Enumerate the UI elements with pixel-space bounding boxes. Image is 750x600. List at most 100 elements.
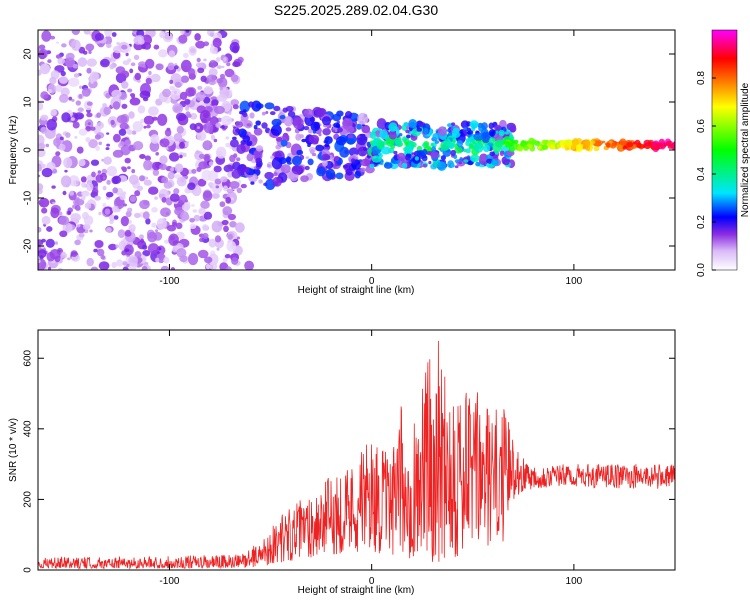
spectrogram-cell [239, 100, 250, 113]
spectrogram-cell [378, 128, 382, 132]
spectrogram-cell [261, 122, 268, 129]
spectrogram-cell [166, 224, 177, 232]
spectrogram-cell [296, 149, 304, 156]
spectrogram-cell [128, 111, 135, 119]
spectrogram-cell [459, 157, 464, 162]
spectrogram-cell [185, 106, 190, 111]
spectrogram-cell [137, 185, 143, 191]
colorbar-tick-label: 0.2 [696, 215, 707, 229]
spectrogram-cell [345, 111, 353, 119]
spectrogram-cell [229, 181, 240, 189]
spectrogram-cell [504, 140, 511, 148]
spectrogram-cell [273, 105, 281, 112]
spectrogram-cell [40, 114, 49, 121]
spectrogram-cell [161, 176, 169, 184]
spectrogram-cell [305, 156, 310, 160]
spectrogram-cell [404, 123, 408, 127]
spectrogram-cell [191, 168, 197, 174]
spectrogram-cell [203, 96, 211, 104]
spectrogram-cell [71, 39, 81, 51]
spectrogram-cell [140, 118, 145, 124]
spectrogram-cell [342, 164, 349, 169]
spectrogram-cell [481, 122, 488, 130]
spectrogram-cell [163, 256, 170, 264]
spectrogram-cell [236, 187, 242, 194]
spectrogram-cell [244, 167, 250, 174]
spectrogram-cell [67, 210, 71, 215]
spectrogram-cell [206, 74, 217, 82]
spectrogram-cell [170, 88, 182, 100]
spectrogram-cell [208, 238, 217, 248]
snr-ytick-label: 400 [23, 420, 34, 437]
spectrogram-cell [229, 41, 240, 53]
spectrogram-cell [209, 45, 218, 54]
spectrogram-cell [350, 158, 356, 163]
spectrogram-cell [458, 161, 463, 165]
spectrogram-cell [78, 158, 86, 167]
spectrogram-cell [182, 152, 187, 157]
spectrogram-cell [215, 185, 220, 189]
spectrogram-cell [219, 262, 229, 270]
spectrogram-cell [41, 167, 53, 178]
spectrogram-cell [622, 145, 627, 150]
spectrogram-cell [173, 188, 180, 195]
spectrogram-cell [106, 165, 118, 177]
spectrogram-cell [40, 126, 48, 134]
spectrogram-cell [41, 207, 48, 214]
spectrogram-cell [95, 174, 104, 183]
spectrogram-cell [144, 155, 151, 161]
spectrogram-cell [180, 30, 185, 35]
spectrogram-cell [151, 222, 157, 228]
spectrogram-cell [303, 108, 314, 119]
spectrogram-cell [77, 57, 88, 67]
spectrogram-cell [46, 118, 57, 131]
spectrogram-cell [111, 89, 122, 99]
spectrogram-cell [282, 107, 288, 113]
spectrogram-cell [199, 237, 204, 243]
spectrogram-cell [152, 161, 161, 171]
spectrogram-cell [38, 174, 41, 178]
spectrogram-cell [364, 126, 370, 133]
spectrogram-cell [283, 116, 293, 127]
spectrogram-cell [175, 112, 187, 122]
spectrogram-cell [488, 122, 495, 130]
spectrogram-ytick-label: 0 [23, 147, 34, 153]
spectrogram-cell [121, 81, 129, 89]
spectrogram-cell [78, 94, 83, 99]
spectrogram-cell [523, 145, 529, 151]
spectrogram-cell [195, 62, 203, 68]
spectrogram-cell [128, 255, 139, 267]
spectrogram-cell [97, 170, 102, 174]
spectrogram-cell [122, 261, 128, 266]
spectrogram-cell [223, 57, 227, 62]
snr-panel: -100 0 100 0 200 400 600 Height of straight li… [8, 329, 676, 596]
spectrogram-cell [170, 73, 182, 85]
spectrogram-cell [180, 59, 192, 73]
spectrogram-cell [216, 94, 228, 102]
spectrogram-cell [219, 201, 226, 208]
spectrogram-cell [466, 131, 471, 135]
spectrogram-cell [197, 126, 200, 129]
spectrogram-cell [119, 141, 125, 147]
spectrogram-cell [131, 130, 137, 135]
spectrogram-cell [437, 126, 447, 137]
spectrogram-cell [187, 68, 196, 77]
spectrogram-cell [197, 178, 207, 187]
spectrogram-cell [127, 88, 133, 93]
spectrogram-cell [376, 140, 385, 150]
spectrogram-cell [46, 226, 53, 232]
spectrogram-cell [97, 248, 105, 257]
colorbar-tick-label: 0.4 [696, 167, 707, 181]
spectrogram-cell [222, 257, 228, 263]
snr-xtick-label: 100 [566, 576, 583, 587]
spectrogram-cell [125, 210, 132, 218]
spectrogram-cell [213, 165, 222, 173]
spectrogram-cell [145, 77, 152, 85]
spectrogram-cell [76, 224, 81, 228]
spectrogram-cell [244, 260, 254, 270]
spectrogram-cell [98, 141, 102, 146]
spectrogram-cell [203, 211, 213, 220]
spectrogram-cell [626, 142, 634, 148]
spectrogram-cell [199, 110, 211, 123]
spectrogram-cell [509, 125, 517, 133]
